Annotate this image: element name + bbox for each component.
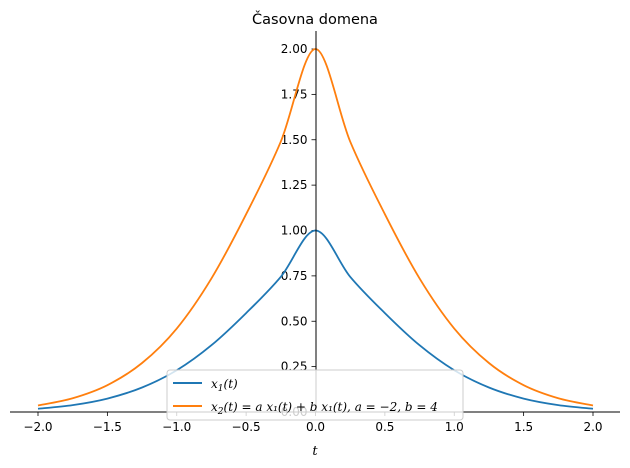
legend-label-x2: x2(t) = a x₁(t) + b x₁(t), a = −2, b = 4 — [211, 400, 438, 417]
y-tick-label: 1.25 — [281, 178, 308, 192]
y-tick-label: 0.50 — [281, 314, 308, 328]
legend: x1(t) x2(t) = a x₁(t) + b x₁(t), a = −2,… — [166, 369, 464, 421]
x-tick-label: −0.5 — [232, 420, 261, 434]
legend-box — [166, 369, 464, 421]
x-tick-label: 1.0 — [445, 420, 464, 434]
y-tick-label: 1.00 — [281, 224, 308, 238]
y-tick-label: 0.75 — [281, 269, 308, 283]
legend-label-x1: x1(t) — [211, 377, 238, 394]
y-tick-label: 1.75 — [281, 87, 308, 101]
x-ticks: −2.0 −1.5 −1.0 −0.5 0.0 0.5 1.0 1.5 2.0 — [23, 412, 603, 434]
x-tick-label: −1.0 — [162, 420, 191, 434]
chart-title: Časovna domena — [252, 10, 378, 28]
x-tick-label: −2.0 — [23, 420, 52, 434]
x-tick-label: 0.0 — [306, 420, 325, 434]
x-tick-label: −1.5 — [93, 420, 122, 434]
x-tick-label: 1.5 — [514, 420, 533, 434]
y-ticks: 0.000.250.500.751.001.251.501.752.00 — [281, 42, 316, 419]
y-tick-label: 2.00 — [281, 42, 308, 56]
x-tick-label: 2.0 — [583, 420, 602, 434]
x-tick-label: 0.5 — [375, 420, 394, 434]
x-axis-label: t — [312, 444, 318, 459]
y-tick-label: 1.50 — [281, 133, 308, 147]
